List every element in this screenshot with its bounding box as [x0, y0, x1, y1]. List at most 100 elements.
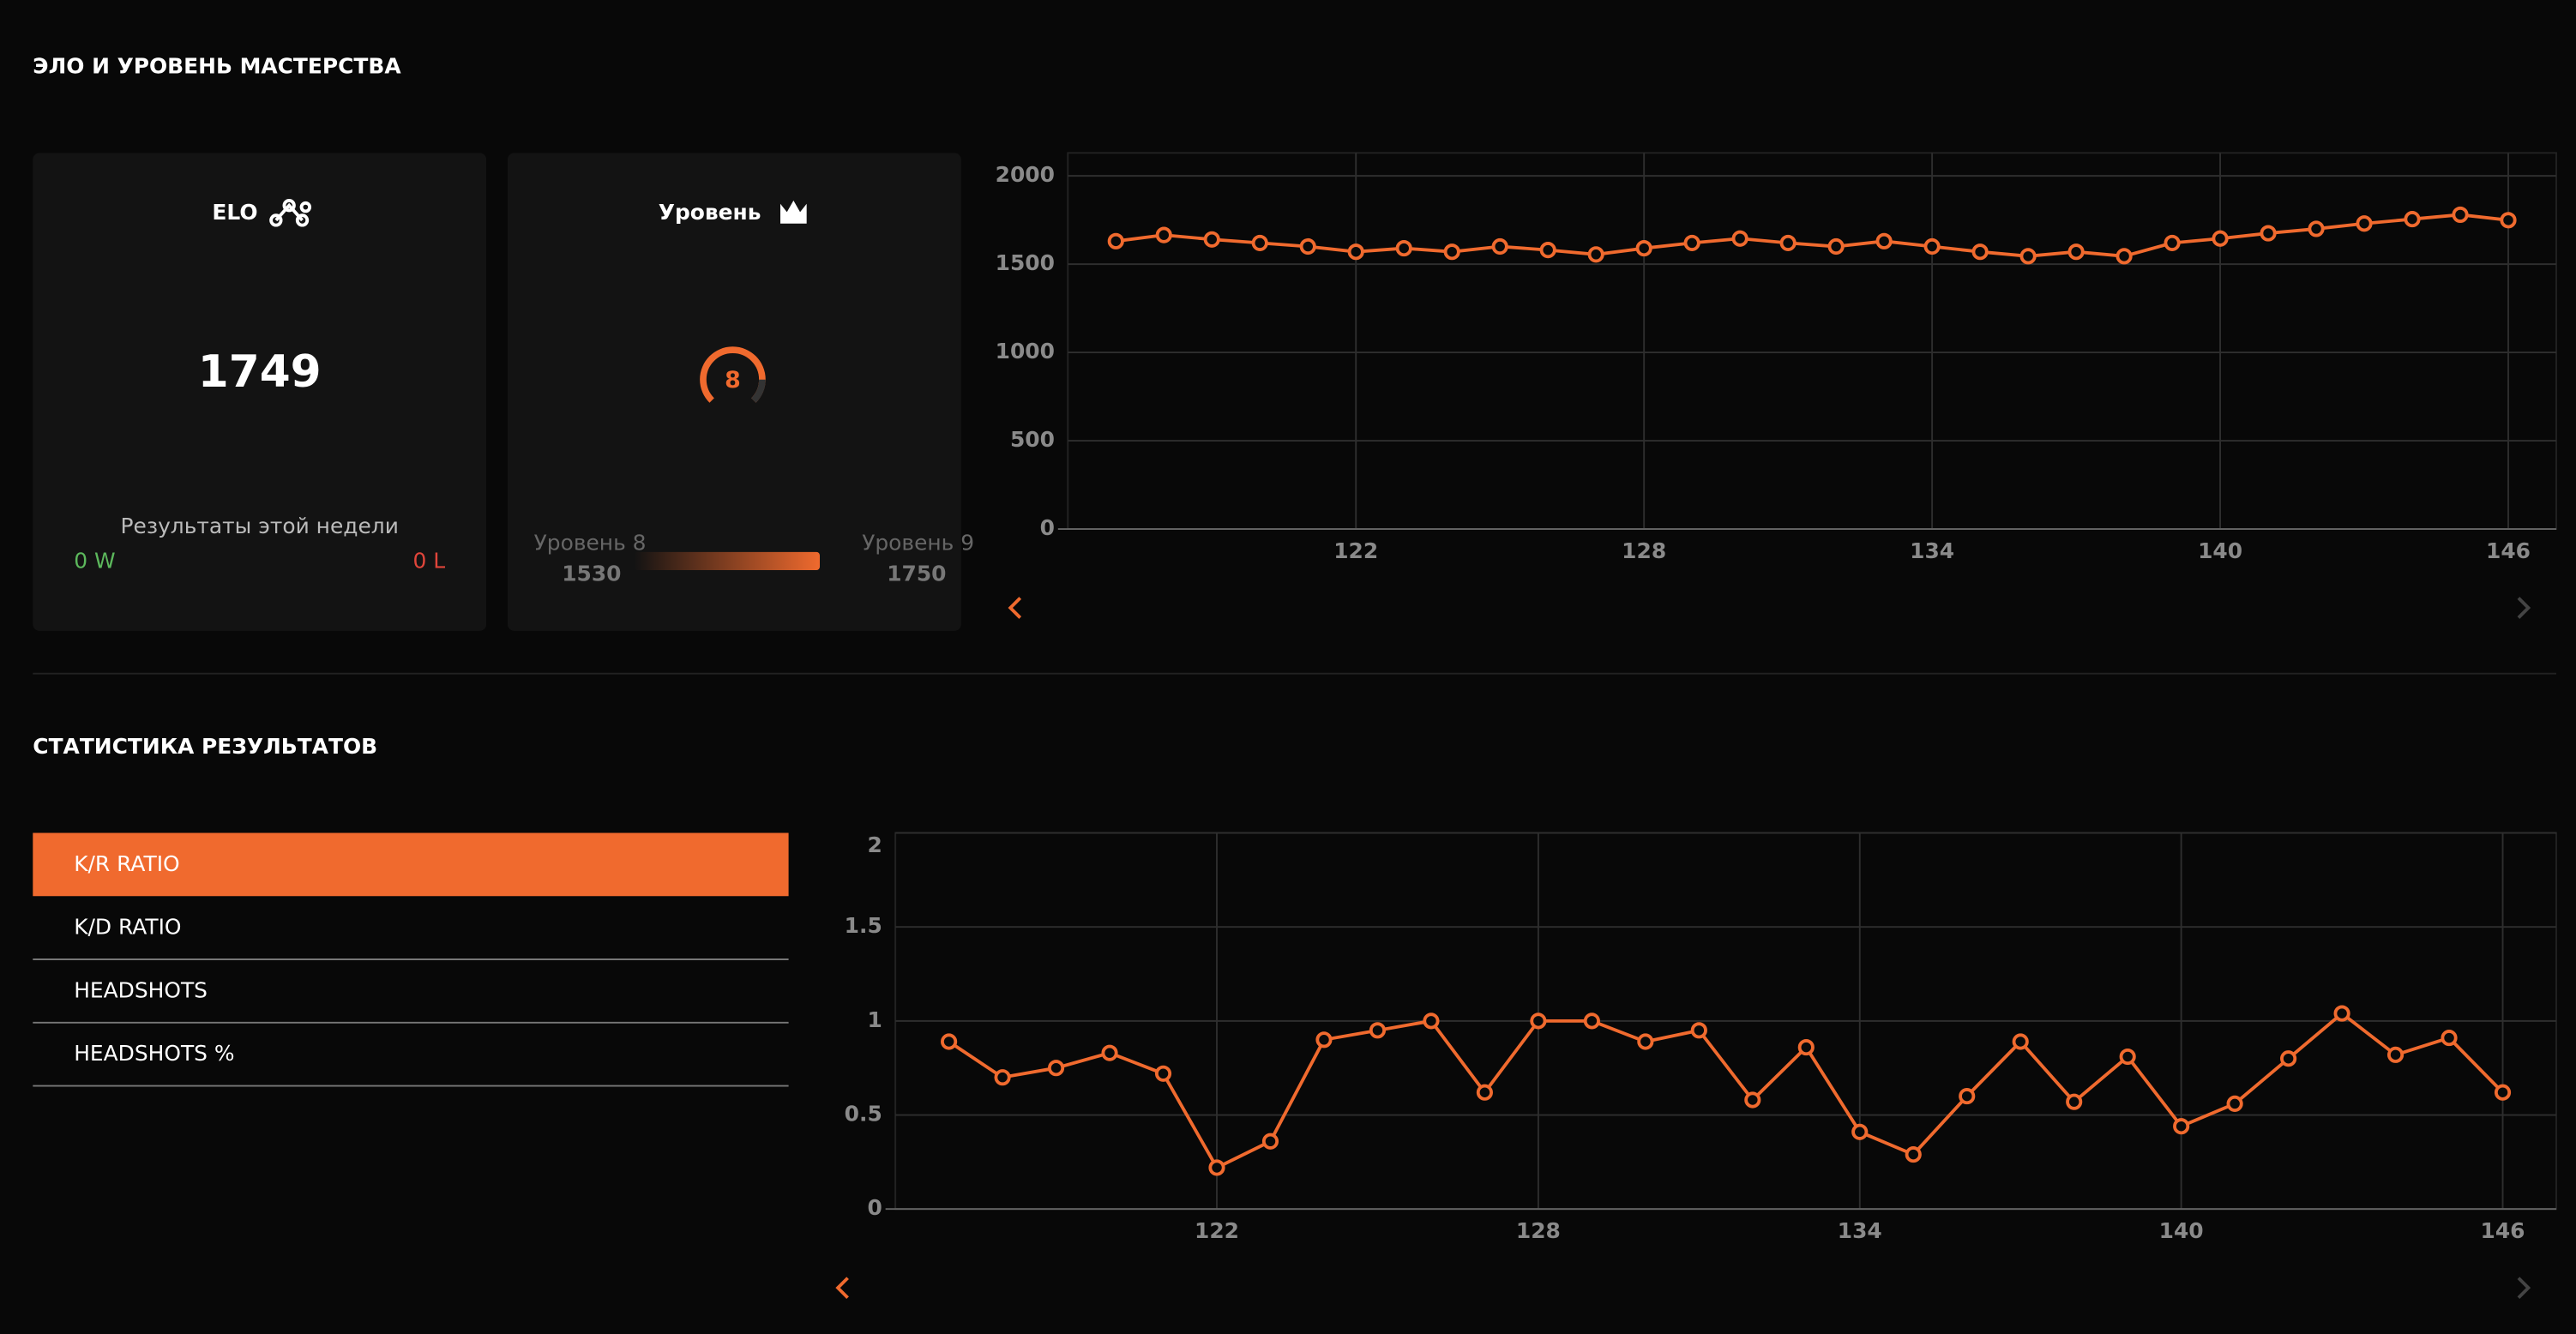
tab-active-bg — [33, 832, 789, 897]
y-tick-label: 1000 — [996, 339, 1055, 364]
data-point — [1827, 237, 1845, 255]
tab[interactable]: HEADSHOTS — [74, 977, 208, 1002]
data-point — [1101, 1044, 1118, 1061]
prev-arrow[interactable] — [1008, 597, 1022, 619]
data-point — [2386, 1046, 2404, 1063]
data-point — [2260, 225, 2277, 242]
data-point — [1635, 239, 1652, 257]
data-point — [2212, 230, 2229, 247]
x-tick-label: 134 — [1838, 1218, 1882, 1243]
level-from-label: Уровень 8 — [534, 530, 647, 555]
data-point — [1443, 243, 1460, 261]
data-point — [2164, 234, 2181, 251]
section-title: СТАТИСТИКА РЕЗУЛЬТАТОВ — [33, 734, 377, 759]
elo-title: ELO — [212, 200, 257, 225]
data-point — [1923, 237, 1941, 255]
tab[interactable]: HEADSHOTS % — [74, 1041, 234, 1066]
data-point — [2404, 211, 2421, 228]
y-tick-label: 2 — [867, 832, 882, 857]
data-point — [2116, 248, 2133, 265]
data-point — [2019, 248, 2037, 265]
data-point — [1587, 246, 1604, 263]
series-line — [948, 1011, 2504, 1170]
losses: 0 L — [413, 548, 446, 573]
data-point — [2067, 243, 2085, 261]
data-point — [2333, 1005, 2350, 1022]
y-tick-label: 0.5 — [845, 1102, 882, 1127]
y-tick-label: 500 — [1010, 427, 1055, 452]
data-point — [941, 1033, 958, 1050]
data-point — [2441, 1030, 2458, 1047]
elo-value: 1749 — [198, 346, 322, 398]
data-point — [2308, 220, 2325, 237]
data-point — [2494, 1084, 2512, 1101]
prev-arrow[interactable] — [835, 1277, 849, 1300]
y-tick-label: 1500 — [996, 250, 1055, 275]
gauge-rest — [750, 379, 766, 403]
section-title: ЭЛО И УРОВЕНЬ МАСТЕРСТВА — [33, 54, 401, 79]
data-point — [1107, 232, 1124, 249]
data-point — [2500, 212, 2517, 229]
y-tick-label: 2000 — [996, 162, 1055, 187]
tab[interactable]: K/R RATIO — [74, 851, 179, 876]
data-point — [1047, 1060, 1065, 1077]
level-title: Уровень — [659, 200, 761, 225]
data-point — [1423, 1013, 1440, 1030]
data-point — [1155, 226, 1172, 243]
data-point — [1261, 1133, 1279, 1150]
next-arrow[interactable] — [2517, 1277, 2531, 1300]
data-point — [1299, 237, 1316, 255]
data-point — [1797, 1038, 1815, 1056]
next-arrow[interactable] — [2517, 597, 2531, 619]
data-point — [1583, 1013, 1600, 1030]
level-to-value: 1750 — [887, 562, 946, 586]
data-point — [1369, 1022, 1387, 1039]
data-point — [1395, 239, 1412, 257]
x-tick-label: 128 — [1516, 1218, 1561, 1243]
data-point — [2452, 206, 2469, 224]
x-tick-label: 146 — [2481, 1218, 2525, 1243]
crown-icon — [780, 200, 807, 224]
data-point — [2173, 1118, 2190, 1135]
y-tick-label: 1 — [867, 1007, 882, 1032]
level-progress — [634, 551, 820, 570]
data-point — [1744, 1091, 1761, 1109]
elo-caption: Результаты этой недели — [121, 514, 399, 538]
data-point — [1690, 1022, 1707, 1039]
data-point — [1347, 243, 1364, 261]
data-point — [1971, 243, 1989, 261]
y-tick-label: 0 — [867, 1195, 882, 1220]
data-point — [1476, 1084, 1493, 1101]
data-point — [1154, 1065, 1172, 1082]
data-point — [1315, 1031, 1333, 1049]
elo-card — [33, 153, 487, 631]
x-tick-label: 146 — [2486, 538, 2531, 563]
x-tick-label: 140 — [2159, 1218, 2204, 1243]
y-tick-label: 0 — [1040, 515, 1055, 540]
data-point — [1683, 234, 1700, 251]
data-point — [2226, 1095, 2243, 1112]
level-value: 8 — [725, 367, 741, 394]
data-point — [1731, 230, 1748, 247]
x-tick-label: 134 — [1910, 538, 1954, 563]
data-point — [1637, 1033, 1654, 1050]
tab[interactable]: K/D RATIO — [74, 915, 181, 940]
data-point — [1251, 234, 1268, 251]
data-point — [1851, 1123, 1869, 1140]
level-to-label: Уровень 9 — [862, 530, 974, 555]
data-point — [1491, 237, 1508, 255]
x-tick-label: 122 — [1333, 538, 1378, 563]
x-tick-label: 128 — [1622, 538, 1666, 563]
data-point — [1779, 234, 1797, 251]
level-card — [507, 153, 961, 631]
data-point — [1959, 1088, 1976, 1105]
x-tick-label: 122 — [1195, 1218, 1239, 1243]
data-point — [1905, 1146, 1922, 1163]
data-point — [2280, 1050, 2297, 1067]
data-point — [994, 1069, 1011, 1086]
data-point — [2066, 1093, 2083, 1110]
data-point — [2119, 1048, 2136, 1066]
data-point — [2356, 215, 2373, 232]
